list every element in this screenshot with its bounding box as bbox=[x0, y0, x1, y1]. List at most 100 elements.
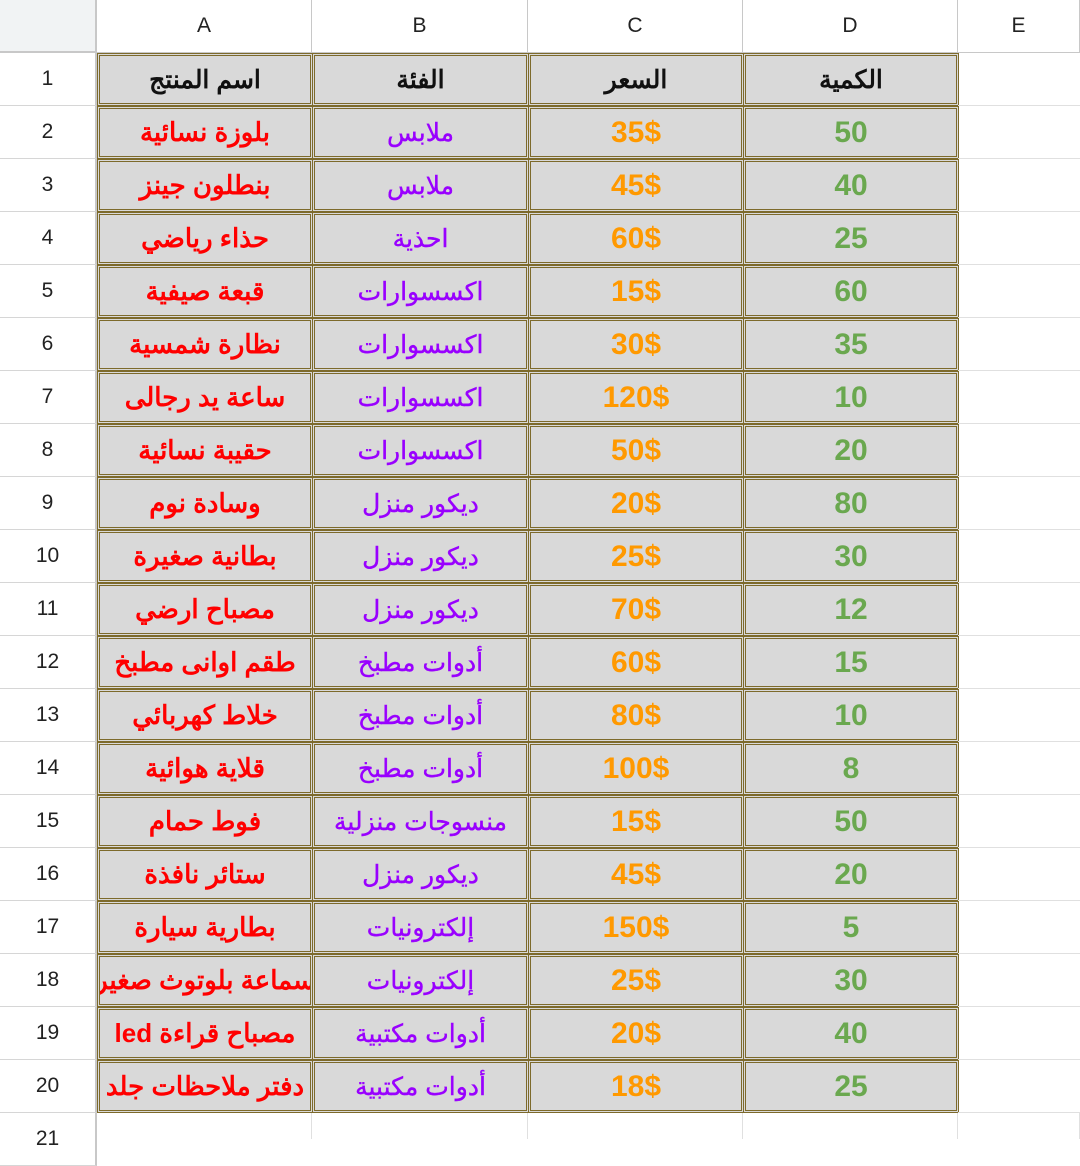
price-cell[interactable]: 50$ bbox=[528, 424, 744, 477]
empty-cell-e[interactable] bbox=[958, 53, 1080, 106]
price-cell[interactable]: 15$ bbox=[528, 265, 744, 318]
category-cell[interactable]: اكسسوارات bbox=[312, 318, 529, 371]
empty-cell-row21[interactable] bbox=[312, 1113, 528, 1139]
row-header-13[interactable]: 13 bbox=[0, 689, 97, 742]
row-header-11[interactable]: 11 bbox=[0, 583, 97, 636]
empty-cell-e[interactable] bbox=[958, 689, 1080, 742]
category-cell[interactable]: ديكور منزل bbox=[312, 477, 529, 530]
empty-cell-row21[interactable] bbox=[958, 1113, 1080, 1139]
price-cell[interactable]: 15$ bbox=[528, 795, 744, 848]
price-cell[interactable]: 20$ bbox=[528, 477, 744, 530]
quantity-cell[interactable]: 25 bbox=[743, 212, 959, 265]
quantity-cell[interactable]: 60 bbox=[743, 265, 959, 318]
product-name-cell[interactable]: حقيبة نسائية bbox=[97, 424, 313, 477]
price-cell[interactable]: 120$ bbox=[528, 371, 744, 424]
row-header-19[interactable]: 19 bbox=[0, 1007, 97, 1060]
row-header-7[interactable]: 7 bbox=[0, 371, 97, 424]
quantity-cell[interactable]: 25 bbox=[743, 1060, 959, 1113]
quantity-cell[interactable]: 8 bbox=[743, 742, 959, 795]
category-cell[interactable]: إلكترونيات bbox=[312, 901, 529, 954]
empty-cell-e[interactable] bbox=[958, 583, 1080, 636]
row-header-20[interactable]: 20 bbox=[0, 1060, 97, 1113]
column-header-b[interactable]: B bbox=[312, 0, 528, 53]
price-cell[interactable]: 45$ bbox=[528, 848, 744, 901]
category-cell[interactable]: ملابس bbox=[312, 106, 529, 159]
row-header-18[interactable]: 18 bbox=[0, 954, 97, 1007]
product-name-cell[interactable]: بطارية سيارة bbox=[97, 901, 313, 954]
empty-cell-e[interactable] bbox=[958, 954, 1080, 1007]
product-name-cell[interactable]: حذاء رياضي bbox=[97, 212, 313, 265]
row-header-16[interactable]: 16 bbox=[0, 848, 97, 901]
empty-cell-row21[interactable] bbox=[528, 1113, 743, 1139]
row-header-21[interactable]: 21 bbox=[0, 1113, 97, 1166]
category-cell[interactable]: أدوات مكتبية bbox=[312, 1007, 529, 1060]
header-cell[interactable]: اسم المنتج bbox=[97, 53, 313, 106]
product-name-cell[interactable]: مصباح قراءة led bbox=[97, 1007, 313, 1060]
empty-cell-e[interactable] bbox=[958, 159, 1080, 212]
column-header-e[interactable]: E bbox=[958, 0, 1080, 53]
row-header-3[interactable]: 3 bbox=[0, 159, 97, 212]
product-name-cell[interactable]: طقم اوانى مطبخ bbox=[97, 636, 313, 689]
price-cell[interactable]: 45$ bbox=[528, 159, 744, 212]
category-cell[interactable]: أدوات مكتبية bbox=[312, 1060, 529, 1113]
price-cell[interactable]: 30$ bbox=[528, 318, 744, 371]
product-name-cell[interactable]: خلاط كهربائي bbox=[97, 689, 313, 742]
category-cell[interactable]: إلكترونيات bbox=[312, 954, 529, 1007]
price-cell[interactable]: 35$ bbox=[528, 106, 744, 159]
empty-cell-e[interactable] bbox=[958, 212, 1080, 265]
category-cell[interactable]: ديكور منزل bbox=[312, 583, 529, 636]
quantity-cell[interactable]: 12 bbox=[743, 583, 959, 636]
row-header-10[interactable]: 10 bbox=[0, 530, 97, 583]
row-header-12[interactable]: 12 bbox=[0, 636, 97, 689]
row-header-2[interactable]: 2 bbox=[0, 106, 97, 159]
empty-cell-row21[interactable] bbox=[97, 1113, 312, 1139]
row-header-5[interactable]: 5 bbox=[0, 265, 97, 318]
empty-cell-e[interactable] bbox=[958, 636, 1080, 689]
quantity-cell[interactable]: 50 bbox=[743, 795, 959, 848]
product-name-cell[interactable]: وسادة نوم bbox=[97, 477, 313, 530]
row-header-8[interactable]: 8 bbox=[0, 424, 97, 477]
category-cell[interactable]: أدوات مطبخ bbox=[312, 742, 529, 795]
price-cell[interactable]: 25$ bbox=[528, 530, 744, 583]
row-header-9[interactable]: 9 bbox=[0, 477, 97, 530]
category-cell[interactable]: أدوات مطبخ bbox=[312, 689, 529, 742]
row-header-1[interactable]: 1 bbox=[0, 53, 97, 106]
empty-cell-e[interactable] bbox=[958, 477, 1080, 530]
empty-cell-e[interactable] bbox=[958, 848, 1080, 901]
header-cell[interactable]: الكمية bbox=[743, 53, 959, 106]
category-cell[interactable]: ملابس bbox=[312, 159, 529, 212]
header-cell[interactable]: السعر bbox=[528, 53, 744, 106]
product-name-cell[interactable]: سماعة بلوتوث صغير bbox=[97, 954, 313, 1007]
empty-cell-e[interactable] bbox=[958, 530, 1080, 583]
row-header-17[interactable]: 17 bbox=[0, 901, 97, 954]
empty-cell-e[interactable] bbox=[958, 106, 1080, 159]
product-name-cell[interactable]: بلوزة نسائية bbox=[97, 106, 313, 159]
empty-cell-e[interactable] bbox=[958, 742, 1080, 795]
column-header-d[interactable]: D bbox=[743, 0, 958, 53]
price-cell[interactable]: 100$ bbox=[528, 742, 744, 795]
quantity-cell[interactable]: 80 bbox=[743, 477, 959, 530]
row-header-15[interactable]: 15 bbox=[0, 795, 97, 848]
quantity-cell[interactable]: 10 bbox=[743, 689, 959, 742]
category-cell[interactable]: ديكور منزل bbox=[312, 848, 529, 901]
product-name-cell[interactable]: مصباح ارضي bbox=[97, 583, 313, 636]
header-cell[interactable]: الفئة bbox=[312, 53, 529, 106]
empty-cell-row21[interactable] bbox=[743, 1113, 958, 1139]
product-name-cell[interactable]: ستائر نافذة bbox=[97, 848, 313, 901]
quantity-cell[interactable]: 10 bbox=[743, 371, 959, 424]
price-cell[interactable]: 60$ bbox=[528, 636, 744, 689]
product-name-cell[interactable]: فوط حمام bbox=[97, 795, 313, 848]
empty-cell-e[interactable] bbox=[958, 901, 1080, 954]
price-cell[interactable]: 150$ bbox=[528, 901, 744, 954]
row-header-14[interactable]: 14 bbox=[0, 742, 97, 795]
column-header-a[interactable]: A bbox=[97, 0, 312, 53]
product-name-cell[interactable]: قلاية هوائية bbox=[97, 742, 313, 795]
quantity-cell[interactable]: 40 bbox=[743, 159, 959, 212]
product-name-cell[interactable]: قبعة صيفية bbox=[97, 265, 313, 318]
price-cell[interactable]: 60$ bbox=[528, 212, 744, 265]
quantity-cell[interactable]: 20 bbox=[743, 848, 959, 901]
price-cell[interactable]: 80$ bbox=[528, 689, 744, 742]
category-cell[interactable]: منسوجات منزلية bbox=[312, 795, 529, 848]
empty-cell-e[interactable] bbox=[958, 265, 1080, 318]
quantity-cell[interactable]: 20 bbox=[743, 424, 959, 477]
